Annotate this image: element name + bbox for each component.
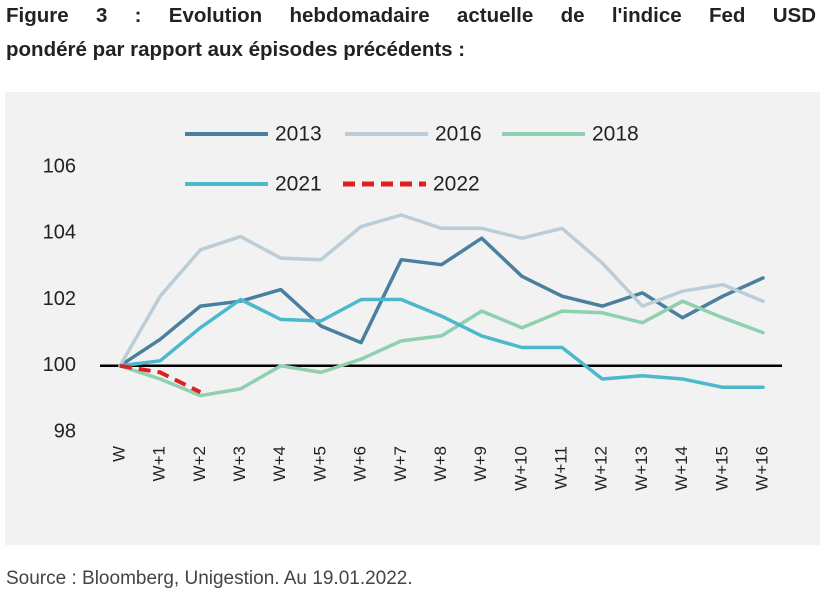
x-tick-label: W+10: [511, 446, 530, 491]
x-tick-label: W+16: [752, 446, 771, 491]
x-tick-label: W+6: [351, 446, 370, 481]
x-tick-label: W+11: [552, 446, 571, 490]
x-tick-label: W+14: [672, 446, 691, 491]
y-tick-label: 104: [43, 222, 76, 244]
source-note: Source : Bloomberg, Unigestion. Au 19.01…: [6, 568, 413, 589]
x-tick-label: W+1: [150, 446, 169, 481]
y-tick-label: 106: [43, 155, 76, 177]
x-tick-label: W+4: [270, 446, 289, 481]
legend-label: 2018: [592, 123, 639, 146]
x-tick-label: W+15: [712, 446, 731, 491]
x-tick-label: W+9: [471, 446, 490, 481]
y-tick-label: 98: [54, 420, 76, 442]
x-tick-label: W+3: [230, 446, 249, 481]
series-line: [118, 213, 765, 368]
x-tick-label: W+7: [391, 446, 410, 481]
chart-title: pondéré par rapport aux épisodes précéde…: [6, 38, 466, 61]
x-tick-label: W+5: [310, 446, 329, 481]
series-line: [118, 299, 765, 398]
x-tick-label: W+13: [632, 446, 651, 491]
x-tick-label: W+8: [431, 446, 450, 481]
plot-background: [5, 92, 820, 545]
legend-label: 2021: [275, 173, 322, 196]
legend-label: 2022: [433, 173, 480, 196]
legend-label: 2016: [435, 123, 482, 146]
y-tick-label: 102: [43, 288, 76, 310]
x-tick-label: W+12: [592, 446, 611, 491]
series-line: [118, 297, 765, 390]
chart-title: Figure 3 : Evolution hebdomadaire actuel…: [6, 4, 816, 27]
x-tick-label: W: [109, 446, 128, 462]
legend-label: 2013: [275, 123, 322, 146]
series-line: [119, 363, 202, 394]
x-tick-label: W+2: [190, 446, 209, 481]
y-tick-label: 100: [43, 354, 76, 376]
